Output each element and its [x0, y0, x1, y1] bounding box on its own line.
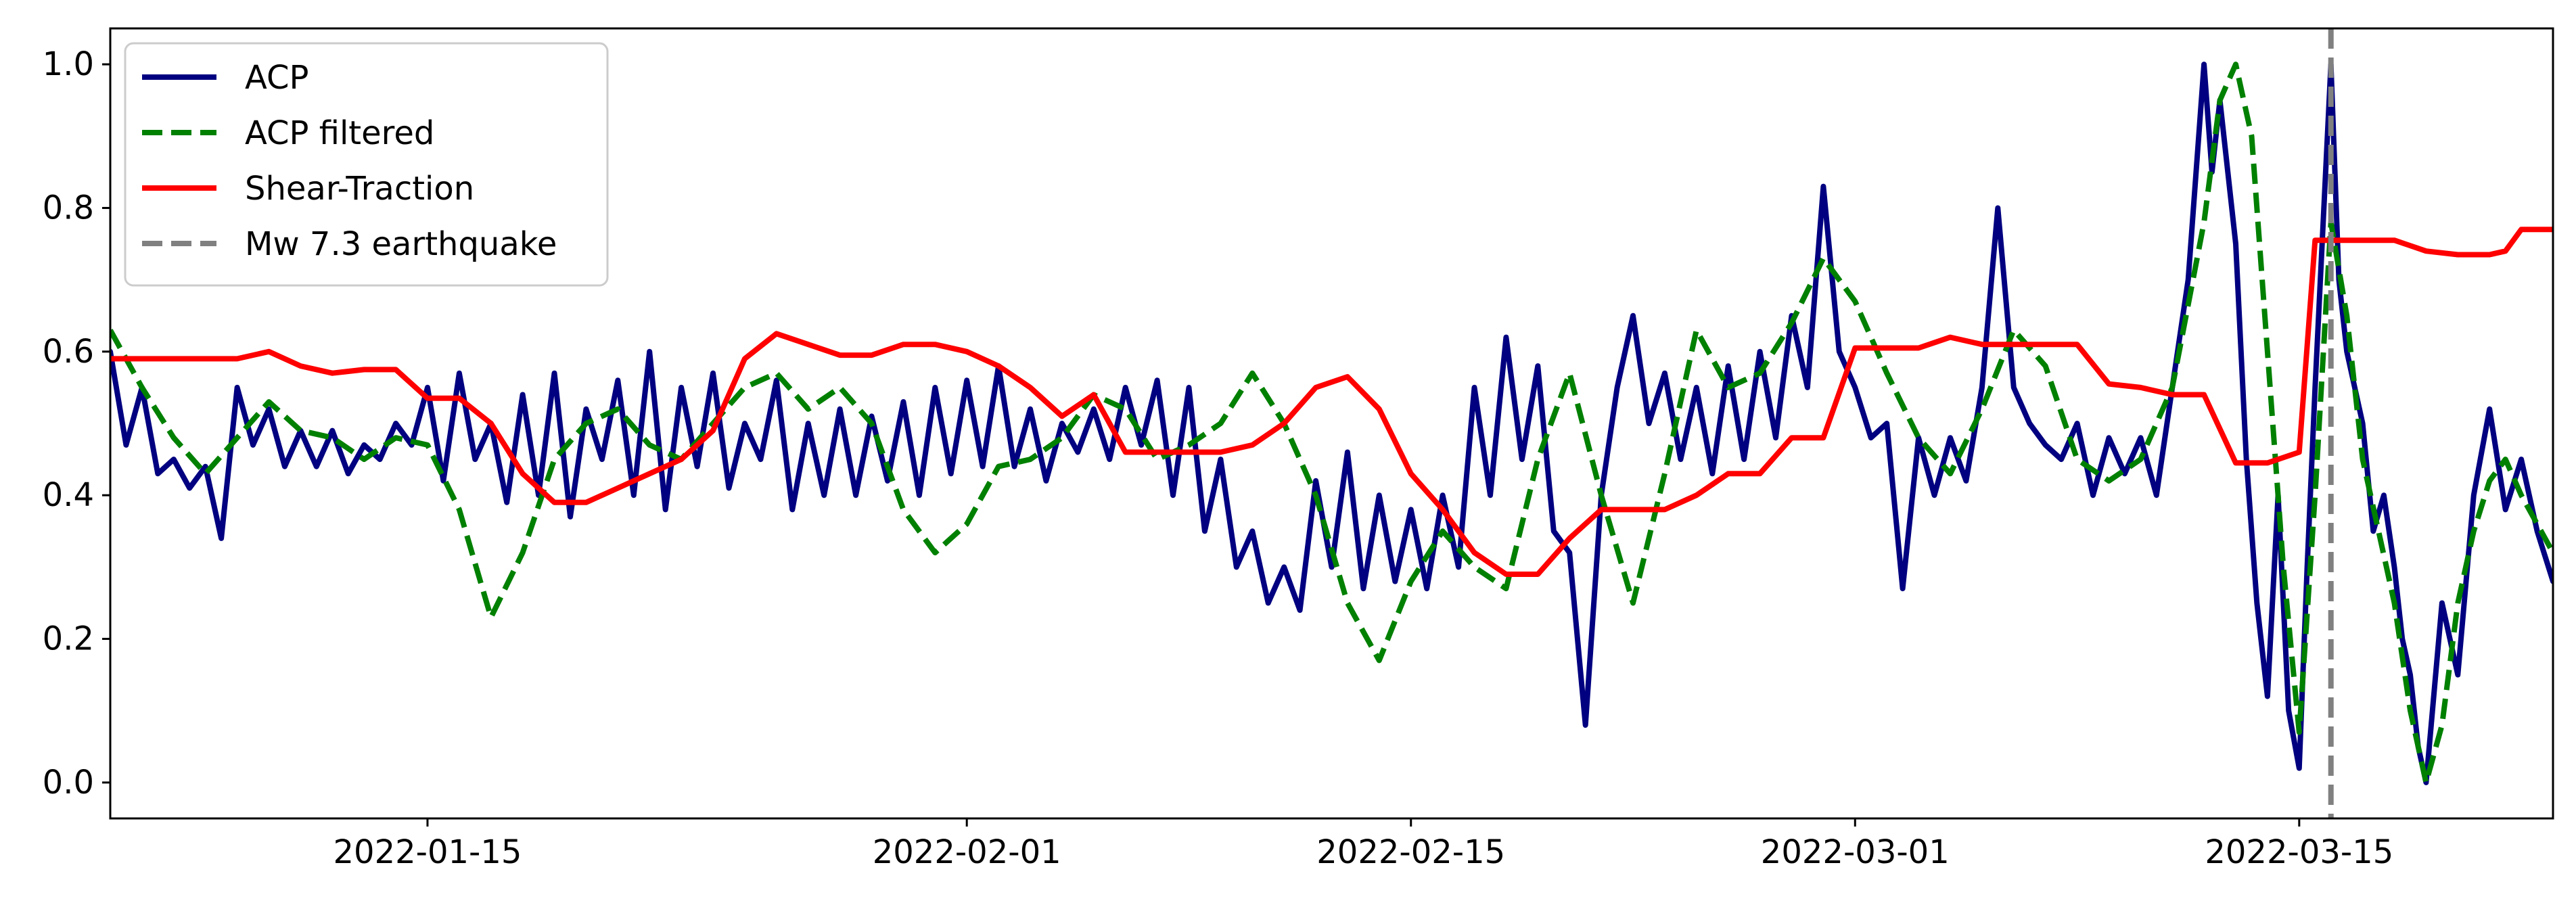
- x-tick-label: 2022-03-01: [1761, 833, 1950, 871]
- y-tick-label: 1.0: [43, 45, 94, 83]
- y-tick-label: 0.8: [43, 189, 94, 227]
- y-tick-label: 0.4: [43, 476, 94, 514]
- series-acp-line: [110, 62, 2553, 785]
- y-axis-ticks: 0.0 0.2 0.4 0.6 0.8 1.0: [43, 45, 110, 802]
- series-layer: [110, 28, 2553, 818]
- legend-label-earthquake: Mw 7.3 earthquake: [245, 225, 557, 263]
- y-tick-label: 0.2: [43, 620, 94, 658]
- legend-label-acp: ACP: [245, 59, 308, 97]
- legend: ACP ACP filtered Shear-Traction Mw 7.3 e…: [124, 42, 609, 287]
- legend-label-acp-filtered: ACP filtered: [245, 114, 434, 152]
- x-tick-label: 2022-01-15: [333, 833, 522, 871]
- series-shear-traction-line: [110, 227, 2553, 577]
- y-tick-label: 0.0: [43, 764, 94, 802]
- plot-frame: [109, 27, 2554, 820]
- legend-label-shear-traction: Shear-Traction: [245, 170, 474, 208]
- x-tick-label: 2022-02-15: [1316, 833, 1505, 871]
- x-tick-label: 2022-03-15: [2205, 833, 2393, 871]
- x-axis-ticks: 2022-01-15 2022-02-01 2022-02-15 2022-03-01…: [333, 818, 2393, 871]
- series-acp-filtered-line: [110, 62, 2553, 785]
- y-tick-label: 0.6: [43, 333, 94, 371]
- x-tick-label: 2022-02-01: [873, 833, 1061, 871]
- legend-box: [124, 42, 609, 287]
